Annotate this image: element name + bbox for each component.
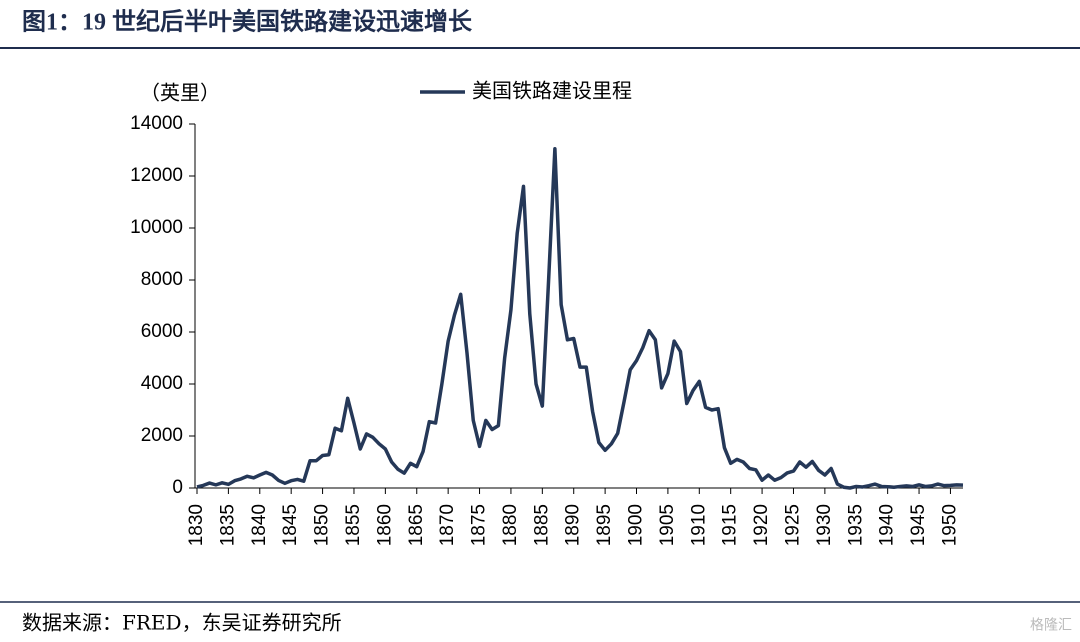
- x-tick-label: 1900: [626, 504, 647, 546]
- y-tick-label: 0: [172, 477, 183, 498]
- x-tick-label: 1865: [406, 504, 427, 546]
- y-tick-label: 6000: [141, 321, 183, 342]
- y-tick-label: 10000: [130, 217, 183, 238]
- x-tick-label: 1945: [908, 504, 929, 546]
- x-tick-label: 1915: [720, 504, 741, 546]
- data-line: [196, 146, 964, 490]
- y-tick-label: 2000: [141, 425, 183, 446]
- source: 数据来源：FRED，东吴证券研究所: [22, 611, 342, 635]
- x-tick-label: 1860: [374, 504, 395, 546]
- y-axis-label: （英里）: [140, 81, 220, 105]
- x-tick-label: 1925: [782, 504, 803, 546]
- x-tick-label: 1870: [437, 504, 458, 546]
- y-tick-label: 8000: [141, 269, 183, 290]
- x-tick-label: 1940: [877, 504, 898, 546]
- x-tick-label: 1920: [751, 504, 772, 546]
- x-tick-label: 1850: [312, 504, 333, 546]
- x-tick-label: 1895: [594, 504, 615, 546]
- x-tick-label: 1950: [939, 504, 960, 546]
- chart-title: 图1：19 世纪后半叶美国铁路建设迅速增长: [22, 8, 473, 36]
- x-tick-label: 1935: [845, 504, 866, 546]
- y-tick-label: 14000: [130, 113, 183, 134]
- y-tick-label: 12000: [130, 165, 183, 186]
- legend-label: 美国铁路建设里程: [472, 79, 632, 103]
- x-tick-label: 1845: [280, 504, 301, 546]
- x-tick-label: 1855: [343, 504, 364, 546]
- x-tick-label: 1830: [186, 504, 207, 546]
- x-tick-label: 1875: [469, 504, 490, 546]
- x-tick-label: 1930: [814, 504, 835, 546]
- x-tick-label: 1910: [688, 504, 709, 546]
- y-tick-label: 4000: [141, 373, 183, 394]
- watermark: 格隆汇: [1030, 617, 1072, 633]
- x-tick-label: 1885: [531, 504, 552, 546]
- x-tick-label: 1840: [249, 504, 270, 546]
- x-tick-label: 1880: [500, 504, 521, 546]
- x-tick-label: 1905: [657, 504, 678, 546]
- x-tick-label: 1835: [217, 504, 238, 546]
- x-tick-label: 1890: [563, 504, 584, 546]
